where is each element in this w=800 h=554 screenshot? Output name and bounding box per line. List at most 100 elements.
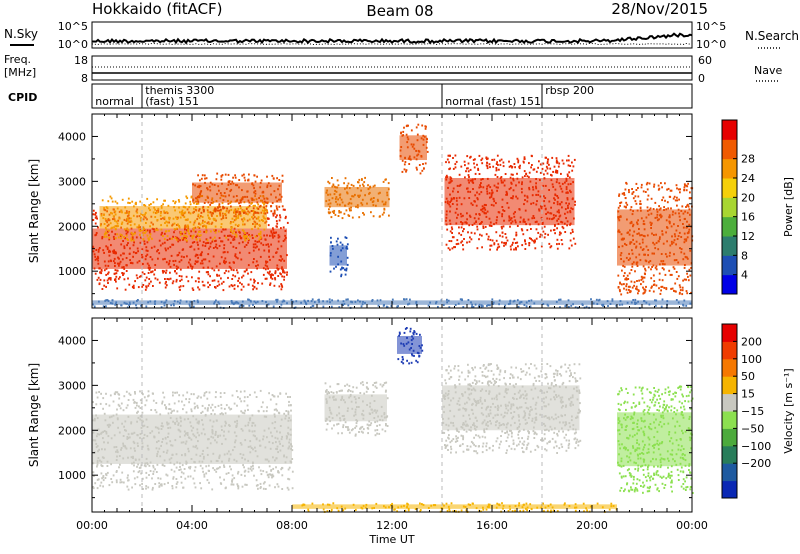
velocity-data-cell bbox=[126, 476, 129, 479]
velocity-data-cell bbox=[279, 392, 282, 395]
velocity-data-cell bbox=[289, 396, 291, 398]
velocity-data-cell bbox=[573, 372, 576, 375]
power-data-cell bbox=[198, 288, 201, 291]
power-data-cell bbox=[517, 305, 520, 308]
velocity-data-cell bbox=[144, 404, 147, 407]
power-data-cell bbox=[478, 173, 481, 175]
velocity-data-cell bbox=[347, 389, 350, 391]
power-data-cell bbox=[502, 161, 505, 164]
velocity-data-cell bbox=[186, 391, 189, 394]
velocity-data-cell bbox=[119, 407, 122, 410]
power-data-cell bbox=[637, 292, 639, 295]
power-data-cell bbox=[493, 158, 496, 161]
power-data-cell bbox=[571, 230, 574, 233]
power-data-cell bbox=[263, 206, 265, 209]
power-data-cell bbox=[568, 171, 571, 174]
power-data-cell bbox=[514, 166, 516, 169]
velocity-data-cell bbox=[344, 384, 346, 387]
velocity-data-cell bbox=[222, 413, 224, 416]
power-data-cell bbox=[518, 165, 521, 168]
power-data-cell bbox=[447, 247, 450, 250]
power-data-cell bbox=[346, 247, 349, 250]
power-data-cell bbox=[528, 242, 531, 244]
velocity-data-cell bbox=[484, 436, 487, 439]
velocity-data-cell bbox=[262, 470, 265, 473]
power-data-cell bbox=[685, 206, 687, 208]
power-data-cell bbox=[625, 201, 628, 204]
power-data-cell bbox=[148, 278, 151, 280]
power-data-cell bbox=[336, 179, 339, 182]
power-data-cell bbox=[327, 180, 330, 183]
power-data-cell bbox=[165, 284, 168, 287]
power-data-cell bbox=[211, 202, 214, 204]
power-data-cell bbox=[175, 272, 178, 275]
velocity-data-cell bbox=[189, 467, 191, 470]
power-data-cell bbox=[116, 269, 119, 272]
velocity-data-cell bbox=[126, 485, 129, 488]
velocity-data-cell bbox=[105, 474, 108, 477]
nsearch-label: N.Search bbox=[745, 29, 799, 43]
velocity-data-cell bbox=[381, 385, 384, 388]
velocity-data-cell bbox=[118, 397, 121, 400]
power-data-cell bbox=[379, 215, 381, 218]
power-data-cell bbox=[571, 169, 574, 172]
velocity-data-cell bbox=[230, 468, 232, 471]
velocity-data-cell bbox=[189, 465, 192, 468]
power-data-cell bbox=[660, 182, 662, 185]
power-data-cell bbox=[192, 305, 195, 308]
power-data-cell bbox=[155, 228, 157, 231]
velocity-data-cell bbox=[376, 424, 378, 427]
velocity-data-cell bbox=[98, 391, 100, 393]
velocity-data-cell bbox=[105, 392, 107, 395]
velocity-data-cell bbox=[401, 356, 404, 358]
power-data-cell bbox=[650, 277, 653, 280]
power-data-cell bbox=[637, 290, 640, 292]
power-data-cell bbox=[131, 200, 134, 203]
power-data-cell bbox=[318, 298, 320, 301]
power-data-cell bbox=[630, 206, 633, 209]
power-data-cell bbox=[270, 210, 273, 213]
velocity-data-cell bbox=[173, 409, 175, 412]
velocity-data-cell bbox=[216, 467, 218, 470]
velocity-data-cell bbox=[240, 400, 243, 403]
velocity-data-cell bbox=[119, 481, 122, 484]
velocity-data-cell bbox=[381, 428, 384, 431]
power-data-cell bbox=[619, 204, 621, 207]
power-data-cell bbox=[243, 236, 246, 239]
power-data-cell bbox=[571, 228, 574, 231]
power-data-cell bbox=[569, 239, 572, 242]
power-data-cell bbox=[688, 208, 691, 211]
power-data-cell bbox=[213, 208, 216, 211]
power-data-cell bbox=[132, 284, 135, 287]
power-data-cell bbox=[681, 286, 684, 289]
power-data-cell bbox=[486, 304, 488, 307]
power-data-cell bbox=[194, 280, 197, 283]
power-data-cell bbox=[539, 233, 542, 236]
power-data-cell bbox=[270, 273, 273, 276]
velocity-data-cell bbox=[219, 413, 222, 416]
velocity-data-cell bbox=[496, 437, 499, 440]
power-data-cell bbox=[635, 285, 638, 288]
power-data-cell bbox=[549, 167, 552, 170]
power-data-cell bbox=[279, 216, 282, 219]
power-data-cell bbox=[233, 284, 236, 287]
power-data-cell bbox=[165, 271, 167, 274]
velocity-data-cell bbox=[271, 476, 273, 479]
power-data-cell bbox=[533, 168, 536, 171]
velocity-data-core bbox=[397, 335, 422, 354]
velocity-data-cell bbox=[112, 400, 115, 403]
power-data-cell bbox=[115, 280, 117, 283]
velocity-data-cell bbox=[415, 359, 418, 362]
power-data-cell bbox=[117, 277, 120, 280]
velocity-data-cell bbox=[291, 470, 294, 473]
velocity-data-cell bbox=[474, 375, 477, 378]
velocity-data-cell bbox=[231, 483, 233, 486]
velocity-data-cell bbox=[519, 440, 521, 443]
power-data-cell bbox=[521, 244, 524, 247]
velocity-data-cell bbox=[127, 488, 130, 491]
velocity-data-cell bbox=[243, 396, 246, 399]
power-data-cell bbox=[669, 189, 672, 192]
power-data-cell bbox=[237, 279, 239, 282]
power-data-cell bbox=[123, 272, 125, 275]
velocity-data-cell bbox=[398, 334, 400, 337]
